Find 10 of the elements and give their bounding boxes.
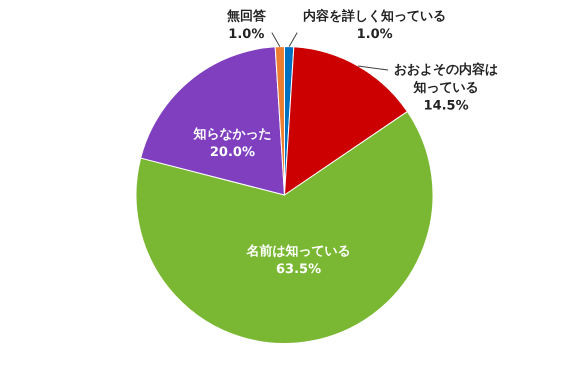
data-label: 63.5% <box>276 262 322 278</box>
data-label: 1.0% <box>356 26 393 42</box>
slice-label: 知らなかった <box>192 126 272 142</box>
slice-label: 内容を詳しく知っている <box>303 8 446 24</box>
data-label: 14.5% <box>424 98 469 114</box>
data-label: 1.0% <box>228 26 264 42</box>
slice-label: 無回答 <box>226 8 266 24</box>
slice-label: おおよその内容は知っている <box>394 61 498 96</box>
slice-label: 名前は知っている <box>246 244 351 260</box>
data-label: 20.0% <box>210 144 255 160</box>
